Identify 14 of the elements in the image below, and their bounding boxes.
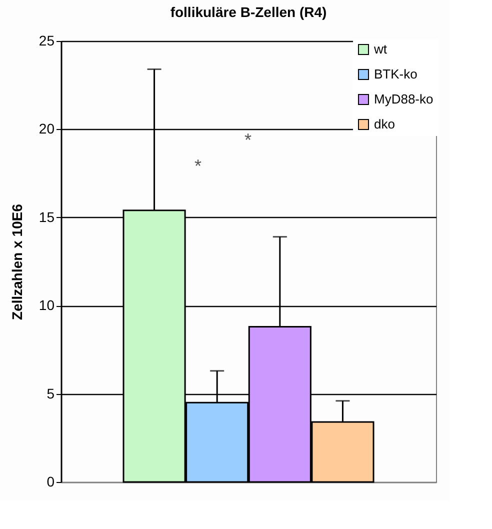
y-tick-label: 0 xyxy=(46,474,55,490)
legend-label: MyD88-ko xyxy=(374,92,434,106)
annotation: * xyxy=(194,156,202,176)
y-tick-label: 25 xyxy=(38,32,55,48)
legend-label: BTK-ko xyxy=(374,66,418,82)
y-axis-title: Zellzahlen x 10E6 xyxy=(8,204,25,320)
y-tick-label: 15 xyxy=(38,208,55,225)
y-tick-label: 5 xyxy=(46,385,55,402)
y-tick-label: 10 xyxy=(38,297,55,314)
y-tick-label: 20 xyxy=(38,120,55,137)
chart-title: follikuläre B-Zellen (R4) xyxy=(170,4,327,20)
legend-label: dko xyxy=(374,116,395,132)
annotation: * xyxy=(244,130,252,150)
legend-label: wt xyxy=(373,42,388,56)
